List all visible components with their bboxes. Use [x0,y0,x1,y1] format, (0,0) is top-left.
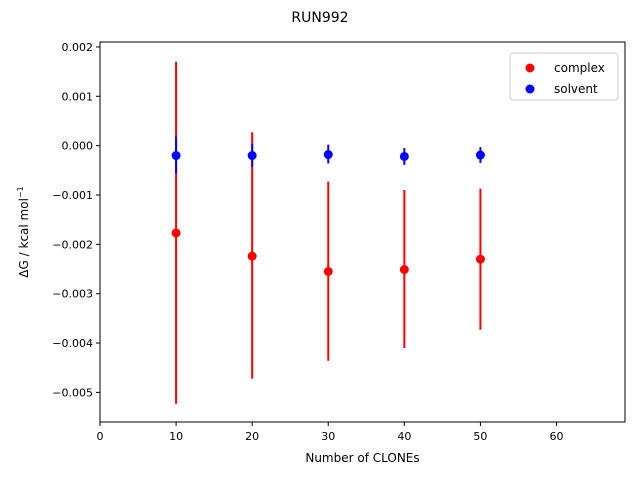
y-tick-label: −0.005 [52,386,93,399]
chart-title: RUN992 [291,10,348,26]
x-tick-label: 10 [169,430,183,443]
legend-marker-solvent [525,84,535,94]
complex-point [247,251,257,261]
x-tick-label: 20 [245,430,259,443]
x-tick-label: 0 [97,430,104,443]
complex-point [171,228,181,238]
y-tick-label: 0.000 [62,140,94,153]
x-tick-label: 60 [550,430,564,443]
solvent-point [475,150,485,160]
legend: complex solvent [509,52,619,101]
y-axis: 0.002 0.001 0.000 −0.001 −0.002 −0.003 −0.004 −… [52,41,100,399]
solvent-point [323,150,333,160]
complex-point [323,266,333,276]
x-tick-label: 50 [473,430,487,443]
x-axis-label: Number of CLONEs [305,451,419,465]
plot-area [171,61,485,404]
y-tick-label: −0.003 [52,288,93,301]
axes-frame [99,41,626,423]
solvent-point [399,151,409,161]
y-tick-label: 0.001 [62,90,94,103]
complex-point [399,265,409,275]
legend-box [509,52,619,101]
y-axis-label-main: ΔG / kcal mol [17,198,31,278]
y-tick-label: −0.001 [52,189,93,202]
x-axis: 0 10 20 30 40 50 60 [97,422,564,443]
y-tick-label: −0.002 [52,238,93,251]
complex-point [475,254,485,264]
y-axis-label: ΔG / kcal mol−1 [16,186,31,277]
x-tick-label: 30 [321,430,335,443]
solvent-point [171,151,181,161]
legend-marker-complex [525,63,535,73]
solvent-point [247,151,257,161]
y-tick-label: 0.002 [62,41,94,54]
legend-label-solvent: solvent [554,82,598,96]
y-tick-label: −0.004 [52,337,93,350]
x-tick-label: 40 [397,430,411,443]
y-axis-label-superscript: −1 [16,186,25,198]
legend-label-complex: complex [554,61,605,75]
